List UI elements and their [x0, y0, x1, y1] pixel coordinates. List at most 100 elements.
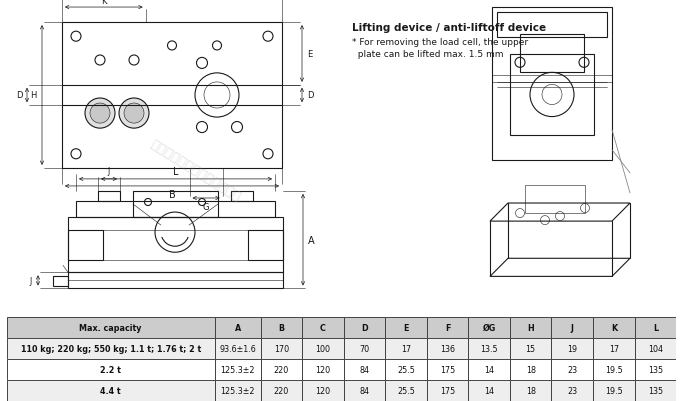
Text: 70: 70 — [359, 344, 370, 353]
Text: * For removing the load cell, the upper: * For removing the load cell, the upper — [352, 38, 528, 47]
Text: 93.6±1.6: 93.6±1.6 — [219, 344, 256, 353]
Bar — [302, 317, 344, 338]
Text: 19.5: 19.5 — [605, 386, 623, 395]
Bar — [551, 317, 593, 338]
Text: 广州众鑃自动化科技有限公司: 广州众鑃自动化科技有限公司 — [148, 138, 242, 203]
Text: B: B — [169, 190, 176, 199]
Text: 2.2 t: 2.2 t — [100, 365, 121, 374]
Bar — [469, 359, 510, 380]
Bar — [593, 317, 635, 338]
Bar — [385, 380, 427, 401]
Bar — [551, 338, 593, 359]
Text: 25.5: 25.5 — [397, 386, 415, 395]
Bar — [248, 231, 283, 261]
Bar — [427, 317, 469, 338]
Bar — [302, 338, 344, 359]
Text: E: E — [307, 50, 313, 59]
Bar — [635, 317, 676, 338]
Text: L: L — [173, 166, 178, 176]
Text: E: E — [404, 323, 408, 332]
Text: Lifting device / anti-liftoff device: Lifting device / anti-liftoff device — [352, 23, 546, 33]
Text: J: J — [571, 323, 574, 332]
Text: J: J — [30, 276, 32, 285]
Text: 23: 23 — [567, 365, 577, 374]
Bar — [7, 359, 676, 380]
Bar — [525, 185, 585, 213]
Text: 14: 14 — [484, 365, 494, 374]
Text: D: D — [307, 91, 313, 100]
Text: C: C — [320, 323, 326, 332]
Text: 17: 17 — [401, 344, 411, 353]
Text: A: A — [307, 235, 314, 245]
Bar — [53, 277, 68, 287]
Bar — [7, 338, 676, 359]
Text: D: D — [16, 91, 23, 100]
Bar — [261, 317, 302, 338]
Text: 120: 120 — [316, 386, 331, 395]
Text: D: D — [361, 323, 367, 332]
Bar — [427, 380, 469, 401]
Text: 15: 15 — [526, 344, 535, 353]
Bar — [635, 380, 676, 401]
Text: H: H — [527, 323, 534, 332]
Text: 104: 104 — [648, 344, 663, 353]
Bar — [68, 273, 283, 289]
Text: 136: 136 — [440, 344, 455, 353]
Bar — [385, 359, 427, 380]
Bar — [427, 359, 469, 380]
Text: F: F — [445, 323, 450, 332]
Bar — [344, 317, 385, 338]
Bar — [344, 359, 385, 380]
Bar — [385, 338, 427, 359]
Text: 4.4 t: 4.4 t — [100, 386, 121, 395]
Text: 175: 175 — [440, 365, 455, 374]
Bar — [510, 338, 551, 359]
Text: H: H — [30, 91, 36, 100]
Text: B: B — [278, 323, 284, 332]
Bar — [76, 202, 275, 217]
Bar — [510, 359, 551, 380]
Bar — [261, 359, 302, 380]
Bar — [520, 35, 584, 73]
Text: 84: 84 — [359, 386, 370, 395]
Bar — [7, 380, 214, 401]
Bar — [469, 380, 510, 401]
Circle shape — [124, 104, 144, 124]
Text: 84: 84 — [359, 365, 370, 374]
Text: 135: 135 — [648, 365, 663, 374]
Bar — [7, 359, 214, 380]
Text: 220: 220 — [274, 365, 289, 374]
Text: K: K — [611, 323, 617, 332]
Bar — [261, 338, 302, 359]
Text: ØG: ØG — [482, 323, 496, 332]
Bar — [302, 359, 344, 380]
Bar — [469, 317, 510, 338]
Text: 18: 18 — [526, 386, 535, 395]
Text: G: G — [203, 202, 210, 211]
Bar — [7, 317, 676, 338]
Text: 19.5: 19.5 — [605, 365, 623, 374]
Text: 18: 18 — [526, 365, 535, 374]
Text: 25.5: 25.5 — [397, 365, 415, 374]
Text: 135: 135 — [648, 386, 663, 395]
Bar — [302, 380, 344, 401]
Bar — [214, 317, 261, 338]
Bar — [551, 359, 593, 380]
Bar — [133, 192, 218, 217]
Text: 170: 170 — [274, 344, 289, 353]
Bar — [427, 338, 469, 359]
Bar — [214, 380, 261, 401]
Bar — [344, 338, 385, 359]
Bar — [385, 317, 427, 338]
Text: plate can be lifted max. 1.5 mm: plate can be lifted max. 1.5 mm — [352, 50, 503, 59]
Bar — [469, 338, 510, 359]
Bar — [231, 191, 253, 201]
Circle shape — [119, 99, 149, 129]
Text: Max. capacity: Max. capacity — [79, 323, 142, 332]
Text: A: A — [234, 323, 240, 332]
Text: L: L — [653, 323, 658, 332]
Bar — [635, 359, 676, 380]
Bar — [261, 380, 302, 401]
Bar — [593, 359, 635, 380]
Text: 110 kg; 220 kg; 550 kg; 1.1 t; 1.76 t; 2 t: 110 kg; 220 kg; 550 kg; 1.1 t; 1.76 t; 2… — [20, 344, 201, 353]
